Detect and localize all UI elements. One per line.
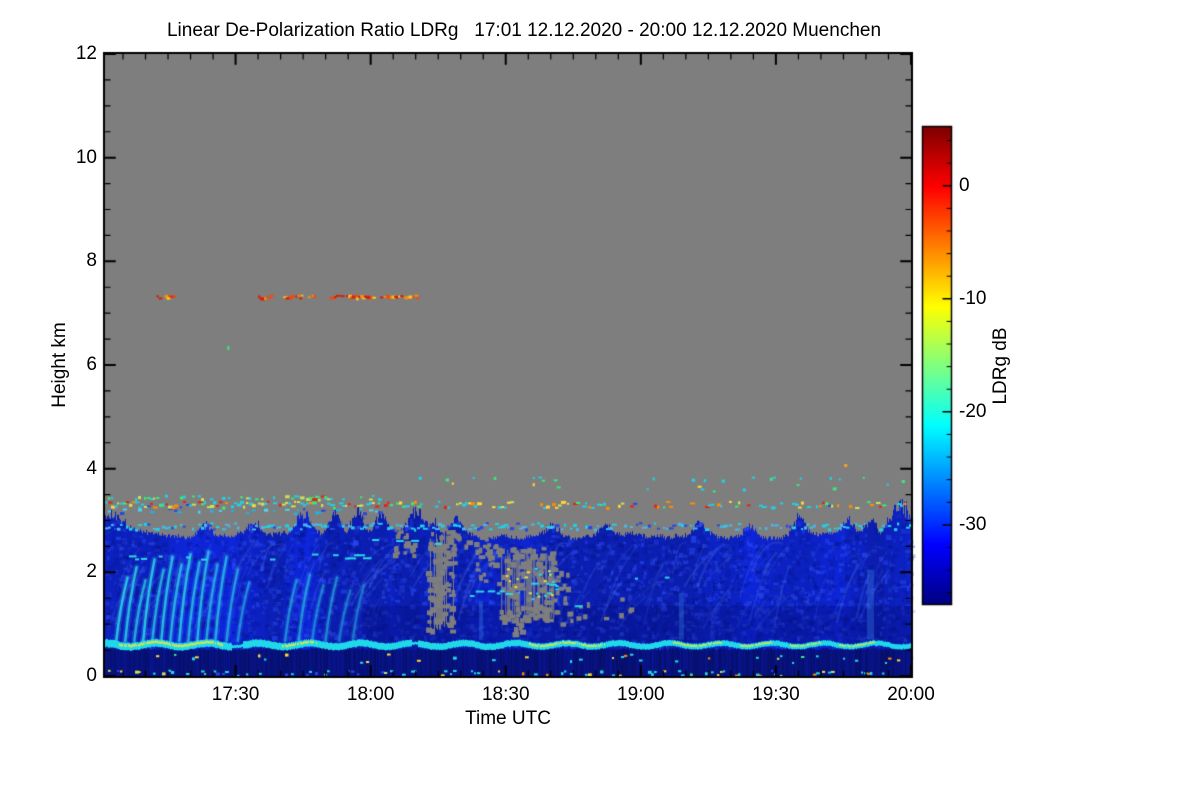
x-axis-label: Time UTC: [465, 708, 551, 729]
y-tick-label: 4: [86, 457, 97, 479]
y-axis-label: Height km: [49, 322, 70, 408]
x-tick-label: 18:30: [481, 684, 530, 705]
y-tick-label: 10: [75, 146, 97, 168]
x-tick-label: 19:30: [752, 684, 800, 705]
colorbar-tick-label: -30: [959, 513, 987, 535]
y-tick-label: 6: [86, 354, 97, 375]
y-tick-label: 0: [86, 665, 97, 686]
y-tick-label: 12: [75, 43, 97, 64]
colorbar-tick-label: 0: [959, 174, 970, 196]
y-tick-label: 2: [86, 561, 97, 583]
colorbar-tick-label: -10: [959, 287, 987, 309]
y-tick-label: 8: [86, 250, 97, 272]
x-tick-label: 19:00: [617, 684, 665, 705]
x-tick-label: 20:00: [887, 684, 935, 705]
plot-title: Linear De-Polarization Ratio LDRg 17:01 …: [166, 20, 882, 41]
colorbar-tick-label: -20: [959, 400, 987, 422]
x-tick-label: 18:00: [346, 684, 395, 705]
x-tick-label: 17:30: [211, 684, 260, 705]
colorbar-label: LDRg dB: [990, 327, 1011, 405]
